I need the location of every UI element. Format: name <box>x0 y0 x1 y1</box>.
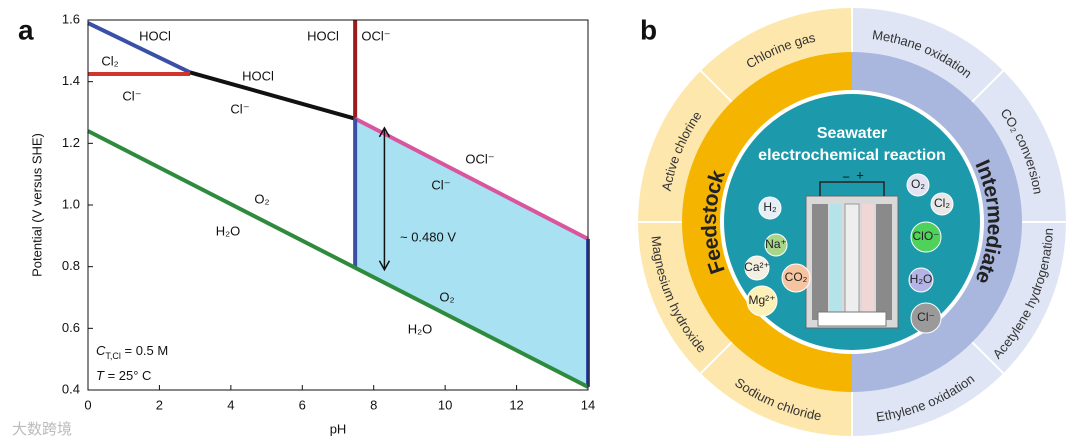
species-label: Cl⁻ <box>917 310 935 324</box>
condition: CT,Cl = 0.5 M <box>96 343 168 361</box>
ring-divider <box>699 69 733 103</box>
terminal: + <box>856 167 864 182</box>
condition-part: = 0.5 M <box>121 343 168 358</box>
region-label: HOCl <box>139 28 171 43</box>
condition-part: T <box>96 368 105 383</box>
x-axis-label: pH <box>330 421 347 436</box>
species-bubble <box>930 192 954 216</box>
species-label: H₂O <box>910 272 933 286</box>
ring-divider <box>699 341 733 375</box>
diagram-title: Seawater <box>817 125 887 142</box>
species-bubble <box>744 255 770 281</box>
panel-label: b <box>640 14 657 45</box>
y-tick-label: 0.4 <box>62 381 80 396</box>
watermark: 大数跨境 <box>12 420 72 438</box>
species-label: H₂ <box>763 200 777 214</box>
boundary-line <box>189 70 356 121</box>
region-label: HOCl <box>307 28 339 43</box>
species-bubble <box>906 173 930 197</box>
condition: T = 25° C <box>96 368 151 383</box>
y-tick-label: 1.4 <box>62 73 80 88</box>
species-label: Mg²⁺ <box>749 293 776 307</box>
ring-divider <box>971 69 1005 103</box>
condition-part: = 25° C <box>104 368 151 383</box>
region-label: O₂ <box>439 289 454 304</box>
electrolyzer-part <box>862 204 874 320</box>
region-label: H₂O <box>216 223 241 238</box>
region-label: OCl⁻ <box>465 151 494 166</box>
terminal: − <box>842 169 850 184</box>
species-label: Cl₂ <box>934 196 950 210</box>
region-label: H₂O <box>408 321 433 336</box>
boundary-line <box>87 129 589 389</box>
x-tick-label: 6 <box>299 397 306 412</box>
species-label: Ca²⁺ <box>744 260 770 274</box>
x-tick-label: 0 <box>84 397 91 412</box>
boundary-line <box>354 116 589 241</box>
species-label: O₂ <box>911 177 925 191</box>
electrolyzer-part <box>817 311 887 327</box>
ring-divider <box>971 341 1005 375</box>
x-tick-label: 4 <box>227 397 234 412</box>
species-bubble <box>764 233 788 257</box>
electrolyzer-part <box>876 204 892 320</box>
stability-region <box>355 118 588 387</box>
condition-part: C <box>96 343 106 358</box>
x-tick-label: 8 <box>370 397 377 412</box>
species-bubble <box>908 267 934 293</box>
y-tick-label: 1.2 <box>62 135 80 150</box>
species-label: CO₂ <box>785 270 808 284</box>
x-tick-label: 2 <box>156 397 163 412</box>
y-tick-label: 1.6 <box>62 11 80 26</box>
panel-label: a <box>18 14 34 45</box>
species-bubble <box>910 221 942 253</box>
x-tick-label: 14 <box>581 397 595 412</box>
y-tick-label: 0.8 <box>62 258 80 273</box>
region-label: ~ 0.480 V <box>400 229 456 244</box>
electrolyzer-part <box>812 204 828 320</box>
boundary-line <box>87 21 192 75</box>
x-tick-label: 10 <box>438 397 452 412</box>
electrolyzer-part <box>844 203 860 321</box>
species-bubble <box>781 263 811 293</box>
species-bubble <box>758 196 782 220</box>
region-label: Cl⁻ <box>230 101 249 116</box>
region-label: Cl₂ <box>101 53 118 68</box>
condition-part: T,Cl <box>105 351 121 361</box>
y-axis-label: Potential (V versus SHE) <box>29 133 44 277</box>
species-label: Na⁺ <box>765 237 787 251</box>
arrow-head <box>378 260 391 272</box>
species-label: ClO⁻ <box>913 229 940 243</box>
plot-frame <box>87 19 589 391</box>
y-tick-label: 1.0 <box>62 196 80 211</box>
x-tick-label: 12 <box>509 397 523 412</box>
electrolyzer-part <box>819 181 885 196</box>
region-label: HOCl <box>242 68 274 83</box>
region-label: Cl⁻ <box>431 177 450 192</box>
diagram-title: electrochemical reaction <box>758 147 946 164</box>
arrow-head <box>378 126 391 138</box>
y-tick-label: 0.6 <box>62 320 80 335</box>
electrolyzer-part <box>830 204 842 320</box>
region-label: Cl⁻ <box>122 88 141 103</box>
species-bubble <box>910 302 942 334</box>
region-label: O₂ <box>254 191 269 206</box>
species-bubble <box>746 285 778 317</box>
region-label: OCl⁻ <box>361 28 390 43</box>
